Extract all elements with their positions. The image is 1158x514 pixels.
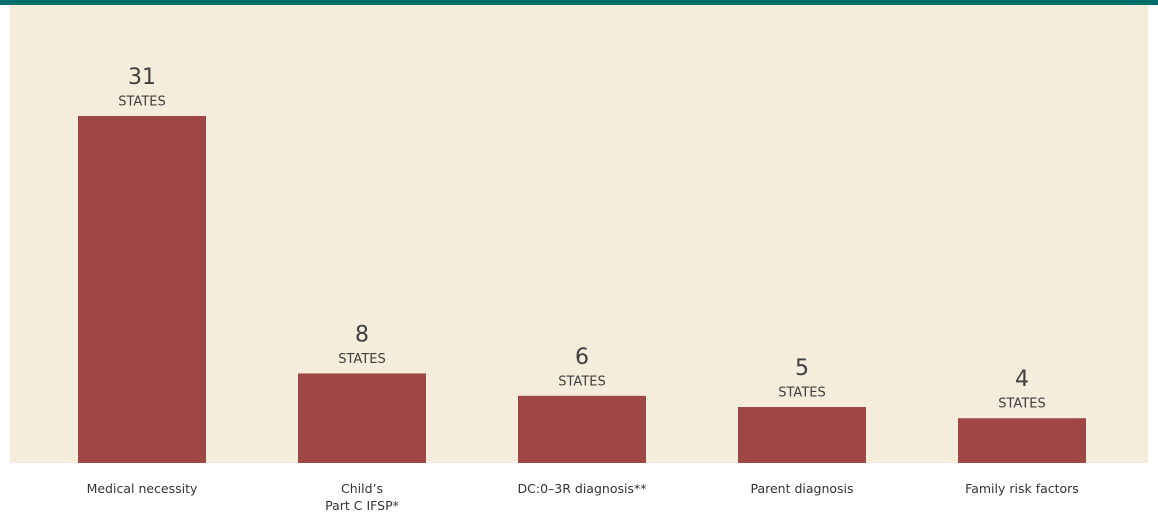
bar — [738, 407, 866, 463]
x-tick-label: DC:0–3R diagnosis** — [517, 481, 647, 496]
value-label: 6 — [575, 345, 589, 370]
value-label: 5 — [795, 356, 809, 381]
bar — [518, 395, 646, 463]
unit-label: STATES — [998, 397, 1045, 412]
x-tick-label: Medical necessity — [86, 481, 198, 496]
unit-label: STATES — [338, 352, 385, 367]
unit-label: STATES — [118, 95, 165, 110]
x-tick-label: Parent diagnosis — [750, 481, 854, 496]
top-stripe — [0, 0, 1158, 5]
bar — [958, 418, 1086, 463]
value-label: 31 — [128, 65, 156, 90]
bar — [298, 373, 426, 463]
x-tick-label: Child’s Part C IFSP* — [325, 481, 399, 513]
unit-label: STATES — [778, 386, 825, 401]
unit-label: STATES — [558, 374, 605, 389]
value-label: 4 — [1015, 367, 1029, 392]
x-tick-label: Family risk factors — [965, 481, 1079, 496]
bar — [78, 116, 206, 463]
value-label: 8 — [355, 322, 369, 347]
